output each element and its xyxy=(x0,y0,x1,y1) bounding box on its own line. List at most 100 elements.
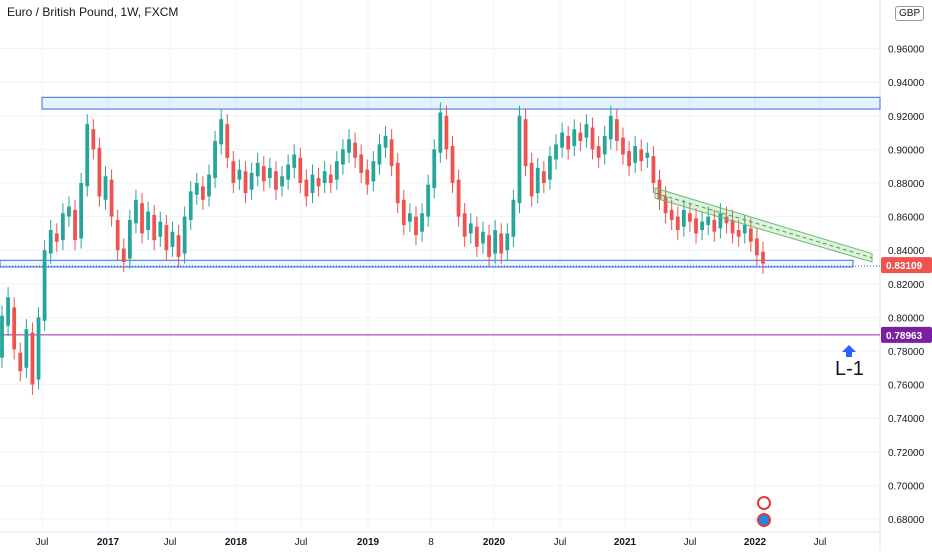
candle-body xyxy=(97,147,102,197)
y-tick-label: 0.88000 xyxy=(888,179,925,190)
candle-body xyxy=(225,124,230,158)
price-axis[interactable]: 0.96000 0.94000 0.92000 0.90000 0.88000 0.860… xyxy=(888,45,925,526)
y-tick-label: 0.82000 xyxy=(888,280,925,291)
candle-body xyxy=(730,219,735,234)
candle-body xyxy=(316,177,321,187)
x-tick-label: 2022 xyxy=(744,537,767,548)
candle-series xyxy=(0,102,765,395)
candle-body xyxy=(462,213,467,237)
candle-body xyxy=(91,129,96,150)
candle-body xyxy=(365,169,370,185)
candle-body xyxy=(109,179,114,217)
chart-title: Euro / British Pound, 1W, FXCM xyxy=(7,5,179,19)
candle-body xyxy=(12,307,17,350)
candle-body xyxy=(60,213,65,241)
candle-body xyxy=(651,156,656,183)
candle-body xyxy=(194,183,199,195)
candle-body xyxy=(334,161,339,180)
x-tick-label: Jul xyxy=(36,537,49,548)
candle-body xyxy=(669,209,674,220)
candle-body xyxy=(158,221,163,237)
candle-body xyxy=(523,119,528,167)
candle-body xyxy=(243,171,248,194)
candle-body xyxy=(146,211,150,231)
y-tick-label: 0.94000 xyxy=(888,78,925,89)
candle-body xyxy=(377,144,382,165)
currency-badge[interactable]: GBP xyxy=(895,6,925,21)
x-tick-label: 2017 xyxy=(97,537,120,548)
last-price-badge xyxy=(881,257,932,274)
candle-body xyxy=(541,171,546,183)
candle-body xyxy=(432,149,437,189)
candle-body xyxy=(639,149,644,162)
candle-body xyxy=(127,219,132,259)
target-price-label: 0.78963 xyxy=(886,331,923,342)
candle-body xyxy=(694,218,698,234)
candle-body xyxy=(468,223,473,234)
x-tick-label: Jul xyxy=(295,537,308,548)
candle-body xyxy=(359,154,364,173)
candle-body xyxy=(712,219,717,232)
candle-body xyxy=(231,161,236,183)
candle-body xyxy=(267,167,272,178)
y-tick-label: 0.72000 xyxy=(888,448,925,459)
candle-body xyxy=(529,162,534,197)
candle-body xyxy=(6,297,10,326)
x-tick-label: 2020 xyxy=(483,537,506,548)
candle-body xyxy=(566,135,571,150)
candle-body xyxy=(237,169,242,180)
candle-body xyxy=(401,199,406,225)
candle-body xyxy=(249,172,254,190)
candle-body xyxy=(170,231,175,247)
candle-body xyxy=(207,174,211,197)
candle-body xyxy=(761,251,765,264)
y-tick-label: 0.70000 xyxy=(888,481,925,492)
candle-body xyxy=(310,174,315,194)
candle-body xyxy=(134,199,138,224)
candle-body xyxy=(444,115,449,150)
candle-body xyxy=(140,203,144,234)
up-arrow-icon xyxy=(842,345,856,357)
horizontal-levels xyxy=(0,96,881,336)
candle-body xyxy=(499,233,504,254)
candle-body xyxy=(554,144,558,160)
y-tick-label: 0.78000 xyxy=(888,347,925,358)
candle-body xyxy=(371,161,376,182)
candle-body xyxy=(54,233,59,242)
candle-body xyxy=(584,124,589,138)
candle-body xyxy=(474,226,479,247)
candle-body xyxy=(608,115,613,140)
candle-body xyxy=(675,216,680,231)
candle-body xyxy=(182,216,187,254)
candle-body xyxy=(645,152,650,158)
y-tick-label: 0.90000 xyxy=(888,145,925,156)
candle-body xyxy=(748,228,753,242)
event-icon xyxy=(757,513,771,527)
time-axis[interactable]: Jul 2017 Jul 2018 Jul 2019 8 2020 Jul 2021 Jul 2022… xyxy=(36,537,827,548)
candle-body xyxy=(18,352,23,372)
y-tick-label: 0.68000 xyxy=(888,515,925,526)
candle-body xyxy=(298,157,303,183)
candle-body xyxy=(103,176,108,200)
candle-body xyxy=(36,317,41,380)
candle-body xyxy=(0,315,4,358)
y-tick-label: 0.96000 xyxy=(888,45,925,56)
candle-body xyxy=(42,250,47,321)
candle-body xyxy=(511,199,516,237)
candle-body xyxy=(700,221,705,231)
candle-body xyxy=(414,216,418,236)
candle-body xyxy=(736,230,741,237)
annotation-label: L-1 xyxy=(835,358,864,380)
candle-body xyxy=(176,235,181,257)
candle-body xyxy=(578,132,583,141)
candle-body xyxy=(560,132,564,148)
candle-body xyxy=(493,230,498,254)
candle-body xyxy=(602,135,607,155)
candle-body xyxy=(688,213,692,222)
candle-body xyxy=(219,119,224,145)
candle-body xyxy=(322,171,327,183)
candle-body xyxy=(121,248,126,262)
candle-body xyxy=(548,156,552,180)
